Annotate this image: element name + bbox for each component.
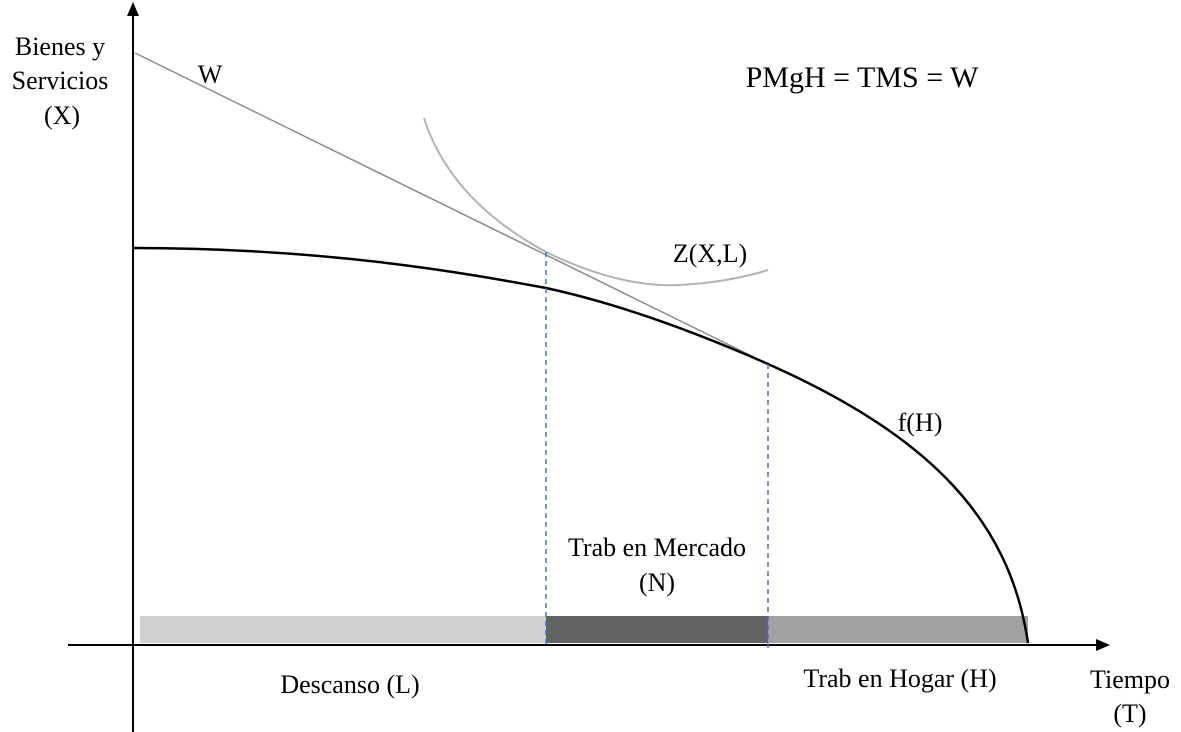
equilibrium-condition: PMgH = TMS = W xyxy=(746,61,979,94)
x-axis-arrowhead xyxy=(1096,639,1110,651)
x-axis-label-line2: (T) xyxy=(1113,699,1146,728)
y-axis-arrowhead xyxy=(127,2,139,16)
home-work-bar xyxy=(768,616,1028,643)
home-work-label: Trab en Hogar (H) xyxy=(803,664,996,693)
leisure-bar xyxy=(140,616,546,643)
production-curve xyxy=(132,246,1030,644)
indifference-curve-label: Z(X,L) xyxy=(673,239,747,268)
indifference-curve xyxy=(423,117,769,287)
y-axis-label-line1: Bienes y xyxy=(15,32,105,61)
y-axis-label-line2: Servicios xyxy=(12,66,109,95)
market-work-bar xyxy=(546,616,768,643)
x-axis-label-line1: Tiempo xyxy=(1090,665,1170,694)
leisure-label: Descanso (L) xyxy=(280,670,419,699)
market-work-label-line1: Trab en Mercado xyxy=(568,533,746,562)
wage-line xyxy=(134,52,769,365)
y-axis-label-line3: (X) xyxy=(44,101,80,130)
wage-line-label: W xyxy=(198,60,223,89)
production-curve-label: f(H) xyxy=(898,408,943,437)
market-work-label-line2: (N) xyxy=(639,568,675,597)
